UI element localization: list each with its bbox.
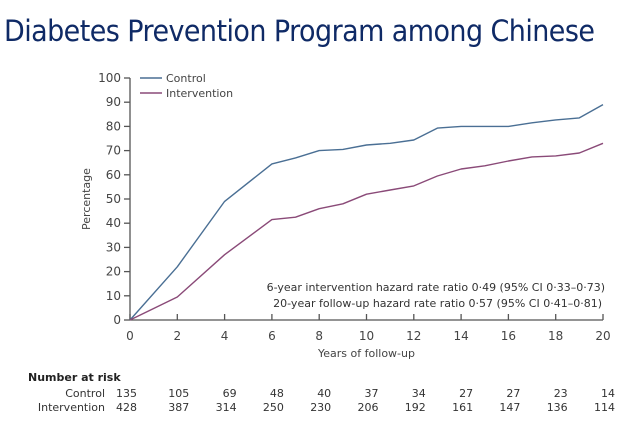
x-tick-label: 18 (548, 329, 563, 343)
x-tick-label: 2 (173, 329, 181, 343)
x-tick-label: 16 (501, 329, 516, 343)
risk-value: 206 (358, 401, 379, 414)
x-tick-label: 12 (406, 329, 421, 343)
risk-value: 230 (310, 401, 331, 414)
x-tick-label: 0 (126, 329, 134, 343)
series-line-control (129, 103, 604, 321)
risk-value: 114 (594, 401, 615, 414)
risk-value: 23 (554, 387, 568, 400)
risk-value: 27 (459, 387, 473, 400)
risk-table-heading: Number at risk (28, 371, 121, 384)
y-tick-label: 50 (106, 192, 121, 206)
risk-row-label-intervention: Intervention (38, 401, 105, 414)
annotation-hazard-20yr: 20-year follow-up hazard rate ratio 0·57… (273, 297, 602, 310)
y-tick-label: 20 (106, 265, 121, 279)
risk-value: 147 (499, 401, 520, 414)
slide-title: Diabetes Prevention Program among Chines… (4, 14, 595, 48)
annotation-hazard-6yr: 6-year intervention hazard rate ratio 0·… (267, 281, 605, 294)
risk-value: 136 (547, 401, 568, 414)
x-tick-label: 4 (221, 329, 229, 343)
axes: 0 10 20 30 40 50 60 70 80 90 100 0 2 4 6 8 10 12 14 16 18 20 Y… (80, 71, 611, 360)
y-tick-label: 40 (106, 216, 121, 230)
legend: Control Intervention (140, 72, 233, 100)
series-lines (129, 103, 604, 321)
x-tick-label: 8 (315, 329, 323, 343)
risk-value: 69 (223, 387, 237, 400)
risk-value: 37 (365, 387, 379, 400)
x-tick-label: 10 (359, 329, 374, 343)
risk-table: Number at risk Control 135 105 69 48 40 37 34 27 2… (28, 371, 615, 414)
risk-value: 40 (317, 387, 331, 400)
y-tick-label: 70 (106, 144, 121, 158)
y-tick-label: 60 (106, 168, 121, 182)
x-axis-label: Years of follow-up (317, 347, 415, 360)
risk-value: 161 (452, 401, 473, 414)
risk-value: 27 (506, 387, 520, 400)
risk-row-label-control: Control (65, 387, 105, 400)
y-tick-label: 80 (106, 119, 121, 133)
risk-value: 428 (116, 401, 137, 414)
x-tick-label: 20 (595, 329, 610, 343)
y-tick-label: 100 (98, 71, 121, 85)
risk-value: 14 (601, 387, 615, 400)
y-tick-label: 90 (106, 95, 121, 109)
annotations: 6-year intervention hazard rate ratio 0·… (267, 281, 605, 310)
x-tick-label: 6 (268, 329, 276, 343)
risk-value: 314 (216, 401, 237, 414)
y-tick-label: 30 (106, 240, 121, 254)
legend-label-intervention: Intervention (166, 87, 233, 100)
risk-value: 387 (168, 401, 189, 414)
x-tick-label: 14 (453, 329, 468, 343)
risk-value: 192 (405, 401, 426, 414)
y-tick-label: 10 (106, 289, 121, 303)
risk-value: 135 (116, 387, 137, 400)
risk-value: 250 (263, 401, 284, 414)
y-axis-label: Percentage (80, 168, 93, 230)
y-tick-label: 0 (113, 313, 121, 327)
risk-value: 48 (270, 387, 284, 400)
risk-value: 34 (412, 387, 426, 400)
series-line-intervention (129, 142, 604, 321)
legend-label-control: Control (166, 72, 206, 85)
risk-value: 105 (168, 387, 189, 400)
